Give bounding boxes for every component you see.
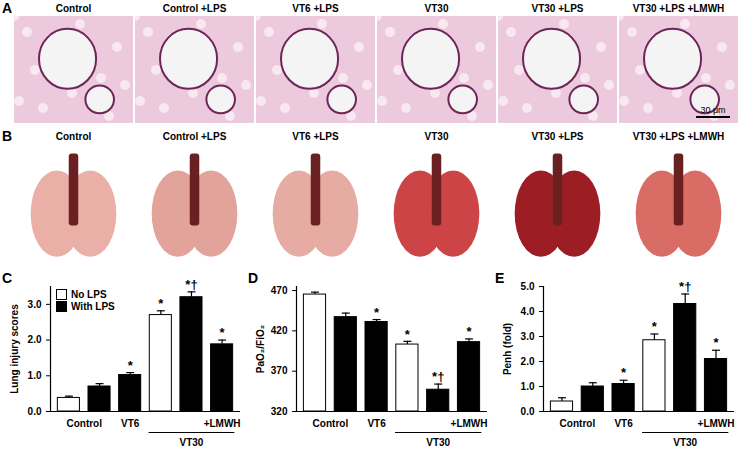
- svg-text:*: *: [621, 365, 627, 380]
- svg-text:30 μm: 30 μm: [700, 105, 725, 115]
- svg-text:0.0: 0.0: [521, 406, 535, 417]
- svg-text:Control: Control: [66, 418, 102, 429]
- svg-text:VT6: VT6: [121, 418, 140, 429]
- html-text:C: C: [2, 270, 13, 286]
- svg-text:*†: *†: [679, 279, 691, 294]
- svg-text:470: 470: [271, 285, 288, 296]
- svg-text:5.0: 5.0: [521, 281, 535, 292]
- html-text:D: D: [248, 270, 259, 286]
- html-text:VT30 +LPS +LMWH: VT30 +LPS +LMWH: [632, 3, 725, 14]
- svg-text:PaO₂/FiO₂: PaO₂/FiO₂: [255, 325, 266, 373]
- svg-text:*: *: [713, 335, 719, 350]
- svg-text:+LMWH: +LMWH: [204, 418, 241, 429]
- html-text:E: E: [495, 270, 505, 286]
- svg-text:*: *: [220, 325, 226, 340]
- html-text:No LPS: No LPS: [71, 288, 107, 300]
- html-text:VT6 +LPS: VT6 +LPS: [292, 3, 339, 14]
- svg-text:+LMWH: +LMWH: [698, 418, 735, 429]
- svg-text:*†: *†: [432, 369, 444, 384]
- html-text:VT6 +LPS: VT6 +LPS: [292, 131, 339, 142]
- html-text:Control: Control: [55, 3, 92, 14]
- svg-text:0.0: 0.0: [28, 406, 42, 417]
- svg-text:2.0: 2.0: [28, 334, 42, 345]
- svg-text:*: *: [652, 319, 658, 334]
- svg-text:VT6: VT6: [614, 418, 633, 429]
- svg-text:Penh (fold): Penh (fold): [502, 323, 513, 375]
- svg-text:2.0: 2.0: [521, 356, 535, 367]
- svg-text:4.0: 4.0: [521, 306, 535, 317]
- html-text:VT30 +LPS: VT30 +LPS: [531, 3, 584, 14]
- svg-text:Control: Control: [560, 418, 596, 429]
- html-text:A: A: [2, 0, 13, 16]
- svg-text:1.0: 1.0: [521, 381, 535, 392]
- svg-text:370: 370: [271, 365, 288, 376]
- svg-text:*: *: [374, 305, 380, 320]
- svg-text:*†: *†: [185, 277, 197, 292]
- svg-text:VT6: VT6: [367, 418, 386, 429]
- svg-text:1.0: 1.0: [28, 370, 42, 381]
- svg-text:+LMWH: +LMWH: [451, 418, 488, 429]
- svg-text:Lung injury scores: Lung injury scores: [9, 304, 20, 394]
- html-text:B: B: [2, 128, 13, 144]
- html-text:VT30: VT30: [424, 3, 449, 14]
- svg-text:3.0: 3.0: [28, 299, 42, 310]
- svg-text:320: 320: [271, 406, 288, 417]
- svg-text:*: *: [405, 326, 411, 341]
- svg-text:*: *: [158, 296, 164, 311]
- html-text:VT30 +LPS: VT30 +LPS: [531, 131, 584, 142]
- svg-text:Control: Control: [313, 418, 349, 429]
- svg-text:3.0: 3.0: [521, 331, 535, 342]
- svg-text:*: *: [128, 358, 134, 373]
- html-text:VT30: VT30: [424, 131, 449, 142]
- svg-text:420: 420: [271, 325, 288, 336]
- svg-text:VT30: VT30: [673, 437, 697, 448]
- svg-text:*: *: [466, 324, 472, 339]
- html-text:With LPS: With LPS: [71, 300, 115, 312]
- html-text:Control: Control: [55, 131, 92, 142]
- svg-text:VT30: VT30: [180, 437, 204, 448]
- html-text:Control +LPS: Control +LPS: [162, 131, 227, 142]
- svg-text:VT30: VT30: [426, 437, 450, 448]
- html-text:Control +LPS: Control +LPS: [162, 3, 227, 14]
- html-text:VT30 +LPS +LMWH: VT30 +LPS +LMWH: [632, 131, 725, 142]
